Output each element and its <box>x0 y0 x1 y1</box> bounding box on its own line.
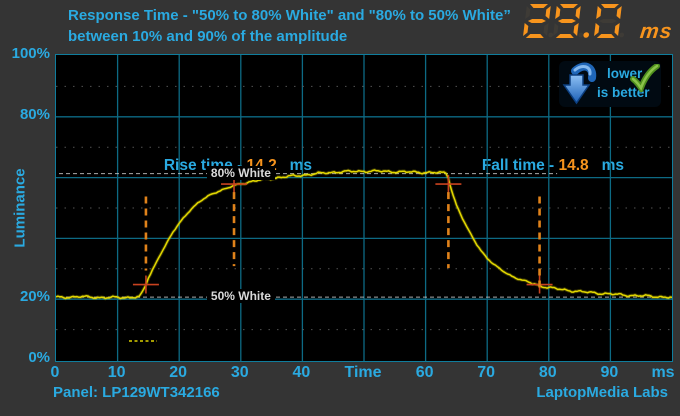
plot-area: Rise time - 14.2 ms Fall time - 14.8 ms … <box>55 54 673 362</box>
fall-time-annotation: Fall time - 14.8 ms <box>456 139 624 193</box>
fall-time-label: Fall time - <box>481 157 559 174</box>
y-tick-20%: 20% <box>19 288 50 306</box>
y-axis-label: Luminance <box>11 168 29 248</box>
y-tick-100%: 100% <box>11 45 50 62</box>
panel-id: Panel: LP129WT342166 <box>53 384 220 401</box>
fall-time-unit: ms <box>588 157 624 174</box>
x-tick-60: 60 <box>415 364 434 381</box>
x-tick-30: 30 <box>230 364 249 381</box>
x-tick-20: 20 <box>169 364 188 381</box>
badge-text: lower is better <box>597 64 650 102</box>
seven-segment-value <box>522 3 633 45</box>
fall-time-value: 14.8 <box>558 157 589 174</box>
x-tick-40: 40 <box>292 364 311 381</box>
x-tick-0: 0 <box>50 364 60 381</box>
blue-down-arrow-icon <box>562 62 597 105</box>
luminance-trace <box>56 169 672 300</box>
result-unit: ms <box>638 20 674 43</box>
lab-credit: LaptopMedia Labs <box>536 384 668 401</box>
x-tick-70: 70 <box>477 364 496 381</box>
x-tick-Time: Time <box>344 364 382 381</box>
y-tick-80%: 80% <box>19 105 50 123</box>
x-tick-10: 10 <box>107 364 126 381</box>
y-tick-0%: 0% <box>28 349 50 366</box>
chart-title: Response Time - "50% to 80% White" and "… <box>68 5 511 47</box>
result-display: ms <box>522 3 674 45</box>
x-tick-90: 90 <box>600 364 619 381</box>
lower-is-better-badge: lower is better <box>559 61 661 107</box>
green-checkmark-icon <box>630 64 660 92</box>
rise-time-unit: ms <box>276 157 313 174</box>
chart-title-line1: Response Time - "50% to 80% White" and "… <box>68 7 511 24</box>
chart-title-line2: between 10% and 90% of the amplitude <box>68 28 348 45</box>
x-tick-80: 80 <box>538 364 557 381</box>
level-50-white-label: 50% White <box>206 289 275 304</box>
badge-line2: is better <box>597 85 650 100</box>
level-80-white-label: 80% White <box>206 165 275 180</box>
chart-canvas <box>56 55 672 361</box>
x-tick-ms: ms <box>651 364 675 381</box>
